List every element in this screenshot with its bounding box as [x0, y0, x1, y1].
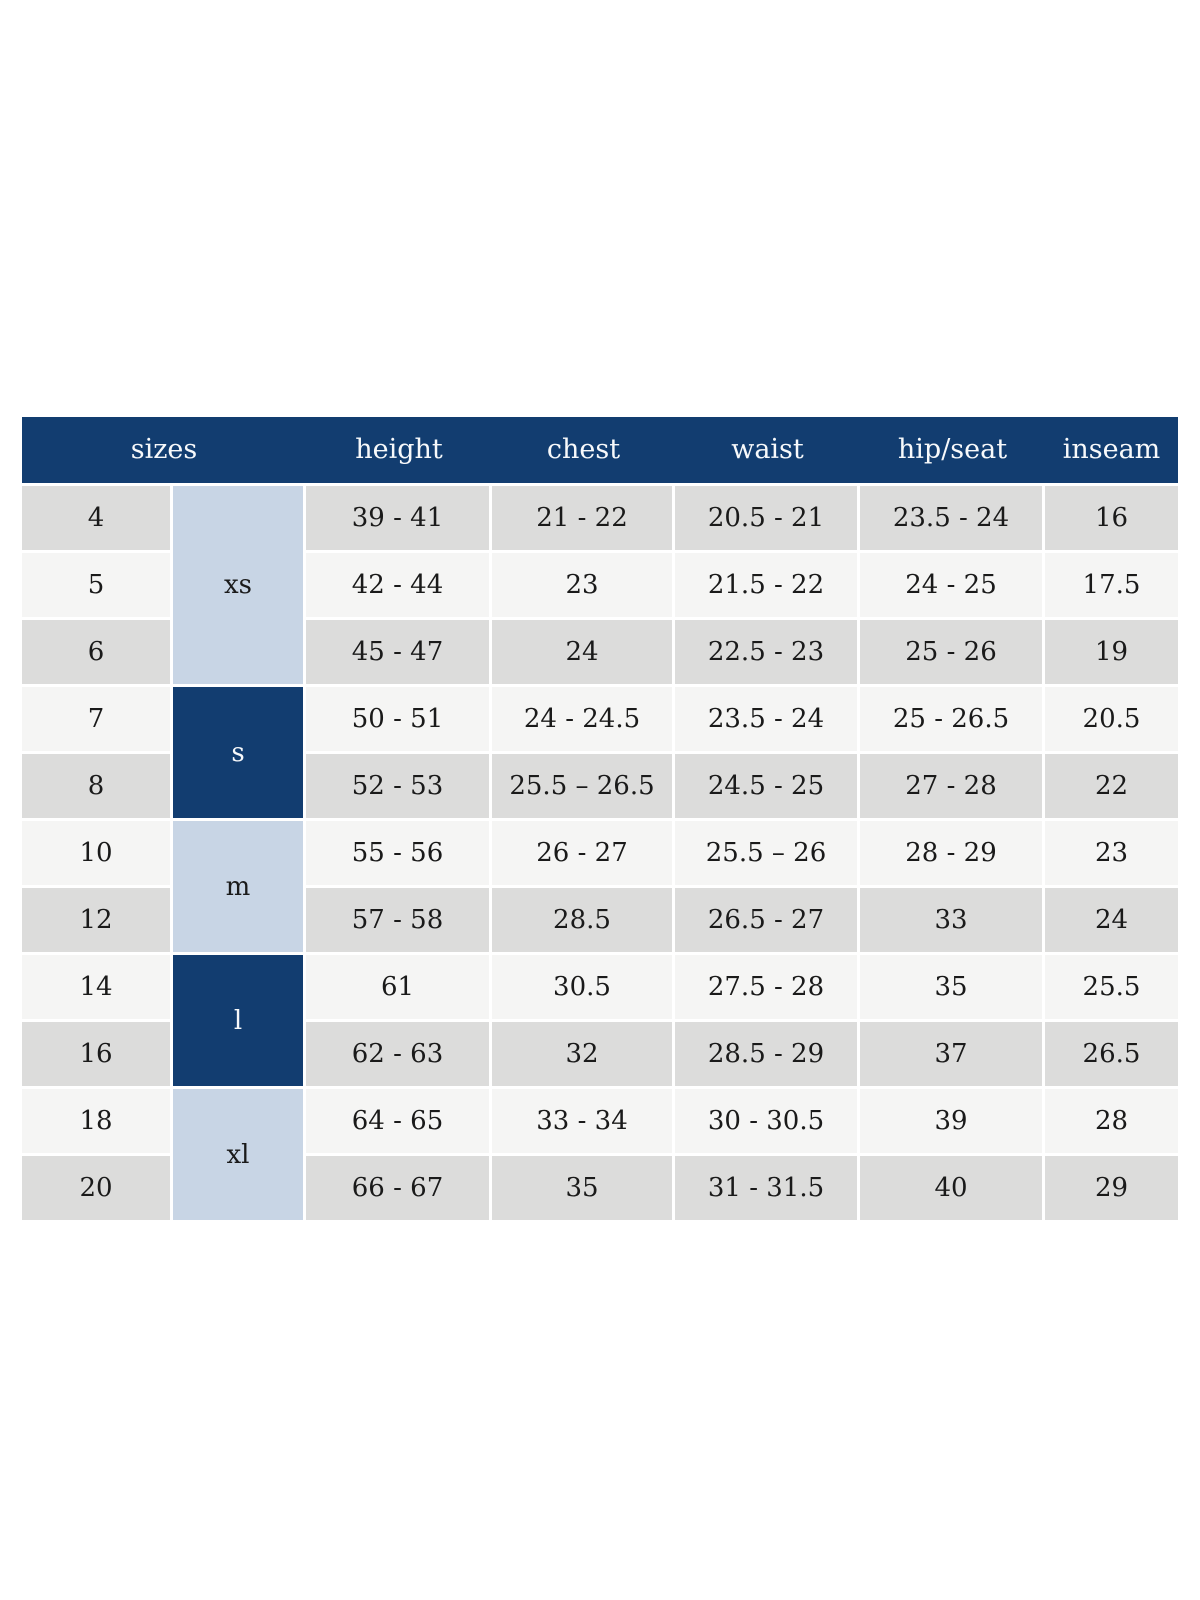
inseam-cell: 22	[1045, 754, 1178, 818]
hip-seat-cell: 25 - 26.5	[860, 687, 1042, 751]
size-cell: 12	[22, 888, 170, 952]
size-cell: 10	[22, 821, 170, 885]
height-cell: 64 - 65	[306, 1089, 489, 1153]
size-cell: 14	[22, 955, 170, 1019]
chest-cell: 25.5 – 26.5	[492, 754, 672, 818]
size-group-xs: xs	[173, 486, 303, 684]
inseam-cell: 17.5	[1045, 553, 1178, 617]
waist-cell: 20.5 - 21	[675, 486, 857, 550]
chest-cell: 24 - 24.5	[492, 687, 672, 751]
waist-cell: 30 - 30.5	[675, 1089, 857, 1153]
height-cell: 57 - 58	[306, 888, 489, 952]
size-cell: 18	[22, 1089, 170, 1153]
hip-seat-cell: 28 - 29	[860, 821, 1042, 885]
hip-seat-cell: 35	[860, 955, 1042, 1019]
table-row: 6 45 - 47 24 22.5 - 23 25 - 26 19	[22, 620, 1178, 684]
inseam-cell: 29	[1045, 1156, 1178, 1220]
size-group-xl: xl	[173, 1089, 303, 1220]
hip-seat-cell: 37	[860, 1022, 1042, 1086]
table-header-row: sizes height chest waist hip/seat inseam	[22, 417, 1178, 483]
size-cell: 6	[22, 620, 170, 684]
hip-seat-cell: 40	[860, 1156, 1042, 1220]
inseam-cell: 19	[1045, 620, 1178, 684]
waist-cell: 21.5 - 22	[675, 553, 857, 617]
hip-seat-cell: 24 - 25	[860, 553, 1042, 617]
height-cell: 61	[306, 955, 489, 1019]
chest-cell: 33 - 34	[492, 1089, 672, 1153]
table-row: 4 xs 39 - 41 21 - 22 20.5 - 21 23.5 - 24…	[22, 486, 1178, 684]
inseam-cell: 28	[1045, 1089, 1178, 1153]
size-group-m: m	[173, 821, 303, 952]
waist-cell: 28.5 - 29	[675, 1022, 857, 1086]
size-cell: 16	[22, 1022, 170, 1086]
hip-seat-cell: 23.5 - 24	[860, 486, 1042, 550]
size-cell: 20	[22, 1156, 170, 1220]
waist-cell: 26.5 - 27	[675, 888, 857, 952]
waist-cell: 24.5 - 25	[675, 754, 857, 818]
waist-cell: 27.5 - 28	[675, 955, 857, 1019]
chest-cell: 35	[492, 1156, 672, 1220]
chest-cell: 32	[492, 1022, 672, 1086]
size-chart: sizes height chest waist hip/seat inseam…	[22, 417, 1178, 1223]
table-row: 8 52 - 53 25.5 – 26.5 24.5 - 25 27 - 28 …	[22, 754, 1178, 818]
inseam-cell: 16	[1045, 486, 1178, 550]
hip-seat-cell: 39	[860, 1089, 1042, 1153]
size-cell: 7	[22, 687, 170, 751]
waist-cell: 22.5 - 23	[675, 620, 857, 684]
height-cell: 55 - 56	[306, 821, 489, 885]
height-cell: 52 - 53	[306, 754, 489, 818]
size-cell: 4	[22, 486, 170, 550]
chest-cell: 21 - 22	[492, 486, 672, 550]
hip-seat-cell: 25 - 26	[860, 620, 1042, 684]
inseam-cell: 26.5	[1045, 1022, 1178, 1086]
height-cell: 62 - 63	[306, 1022, 489, 1086]
height-cell: 50 - 51	[306, 687, 489, 751]
table-row: 10 m 55 - 56 26 - 27 25.5 – 26 28 - 29 2…	[22, 821, 1178, 952]
table-row: 7 s 50 - 51 24 - 24.5 23.5 - 24 25 - 26.…	[22, 687, 1178, 818]
column-header-inseam: inseam	[1062, 434, 1161, 465]
table-row: 12 57 - 58 28.5 26.5 - 27 33 24	[22, 888, 1178, 952]
waist-cell: 23.5 - 24	[675, 687, 857, 751]
chest-cell: 23	[492, 553, 672, 617]
chest-cell: 28.5	[492, 888, 672, 952]
height-cell: 42 - 44	[306, 553, 489, 617]
height-cell: 66 - 67	[306, 1156, 489, 1220]
column-header-hip-seat: hip/seat	[897, 434, 1008, 465]
table-row: 18 xl 64 - 65 33 - 34 30 - 30.5 39 28	[22, 1089, 1178, 1220]
inseam-cell: 20.5	[1045, 687, 1178, 751]
chest-cell: 26 - 27	[492, 821, 672, 885]
column-header-waist: waist	[731, 434, 804, 465]
chest-cell: 24	[492, 620, 672, 684]
hip-seat-cell: 27 - 28	[860, 754, 1042, 818]
column-header-height: height	[355, 434, 443, 465]
size-cell: 8	[22, 754, 170, 818]
chest-cell: 30.5	[492, 955, 672, 1019]
inseam-cell: 24	[1045, 888, 1178, 952]
height-cell: 45 - 47	[306, 620, 489, 684]
table-row: 14 l 61 30.5 27.5 - 28 35 25.5	[22, 955, 1178, 1086]
size-group-l: l	[173, 955, 303, 1086]
size-cell: 5	[22, 553, 170, 617]
column-header-sizes: sizes	[130, 434, 198, 465]
size-group-s: s	[173, 687, 303, 818]
waist-cell: 31 - 31.5	[675, 1156, 857, 1220]
waist-cell: 25.5 – 26	[675, 821, 857, 885]
table-row: 16 62 - 63 32 28.5 - 29 37 26.5	[22, 1022, 1178, 1086]
height-cell: 39 - 41	[306, 486, 489, 550]
table-row: 5 42 - 44 23 21.5 - 22 24 - 25 17.5	[22, 553, 1178, 617]
column-header-chest: chest	[546, 434, 621, 465]
size-chart-table: 4 xs 39 - 41 21 - 22 20.5 - 21 23.5 - 24…	[19, 483, 1181, 1223]
hip-seat-cell: 33	[860, 888, 1042, 952]
inseam-cell: 25.5	[1045, 955, 1178, 1019]
inseam-cell: 23	[1045, 821, 1178, 885]
table-row: 20 66 - 67 35 31 - 31.5 40 29	[22, 1156, 1178, 1220]
